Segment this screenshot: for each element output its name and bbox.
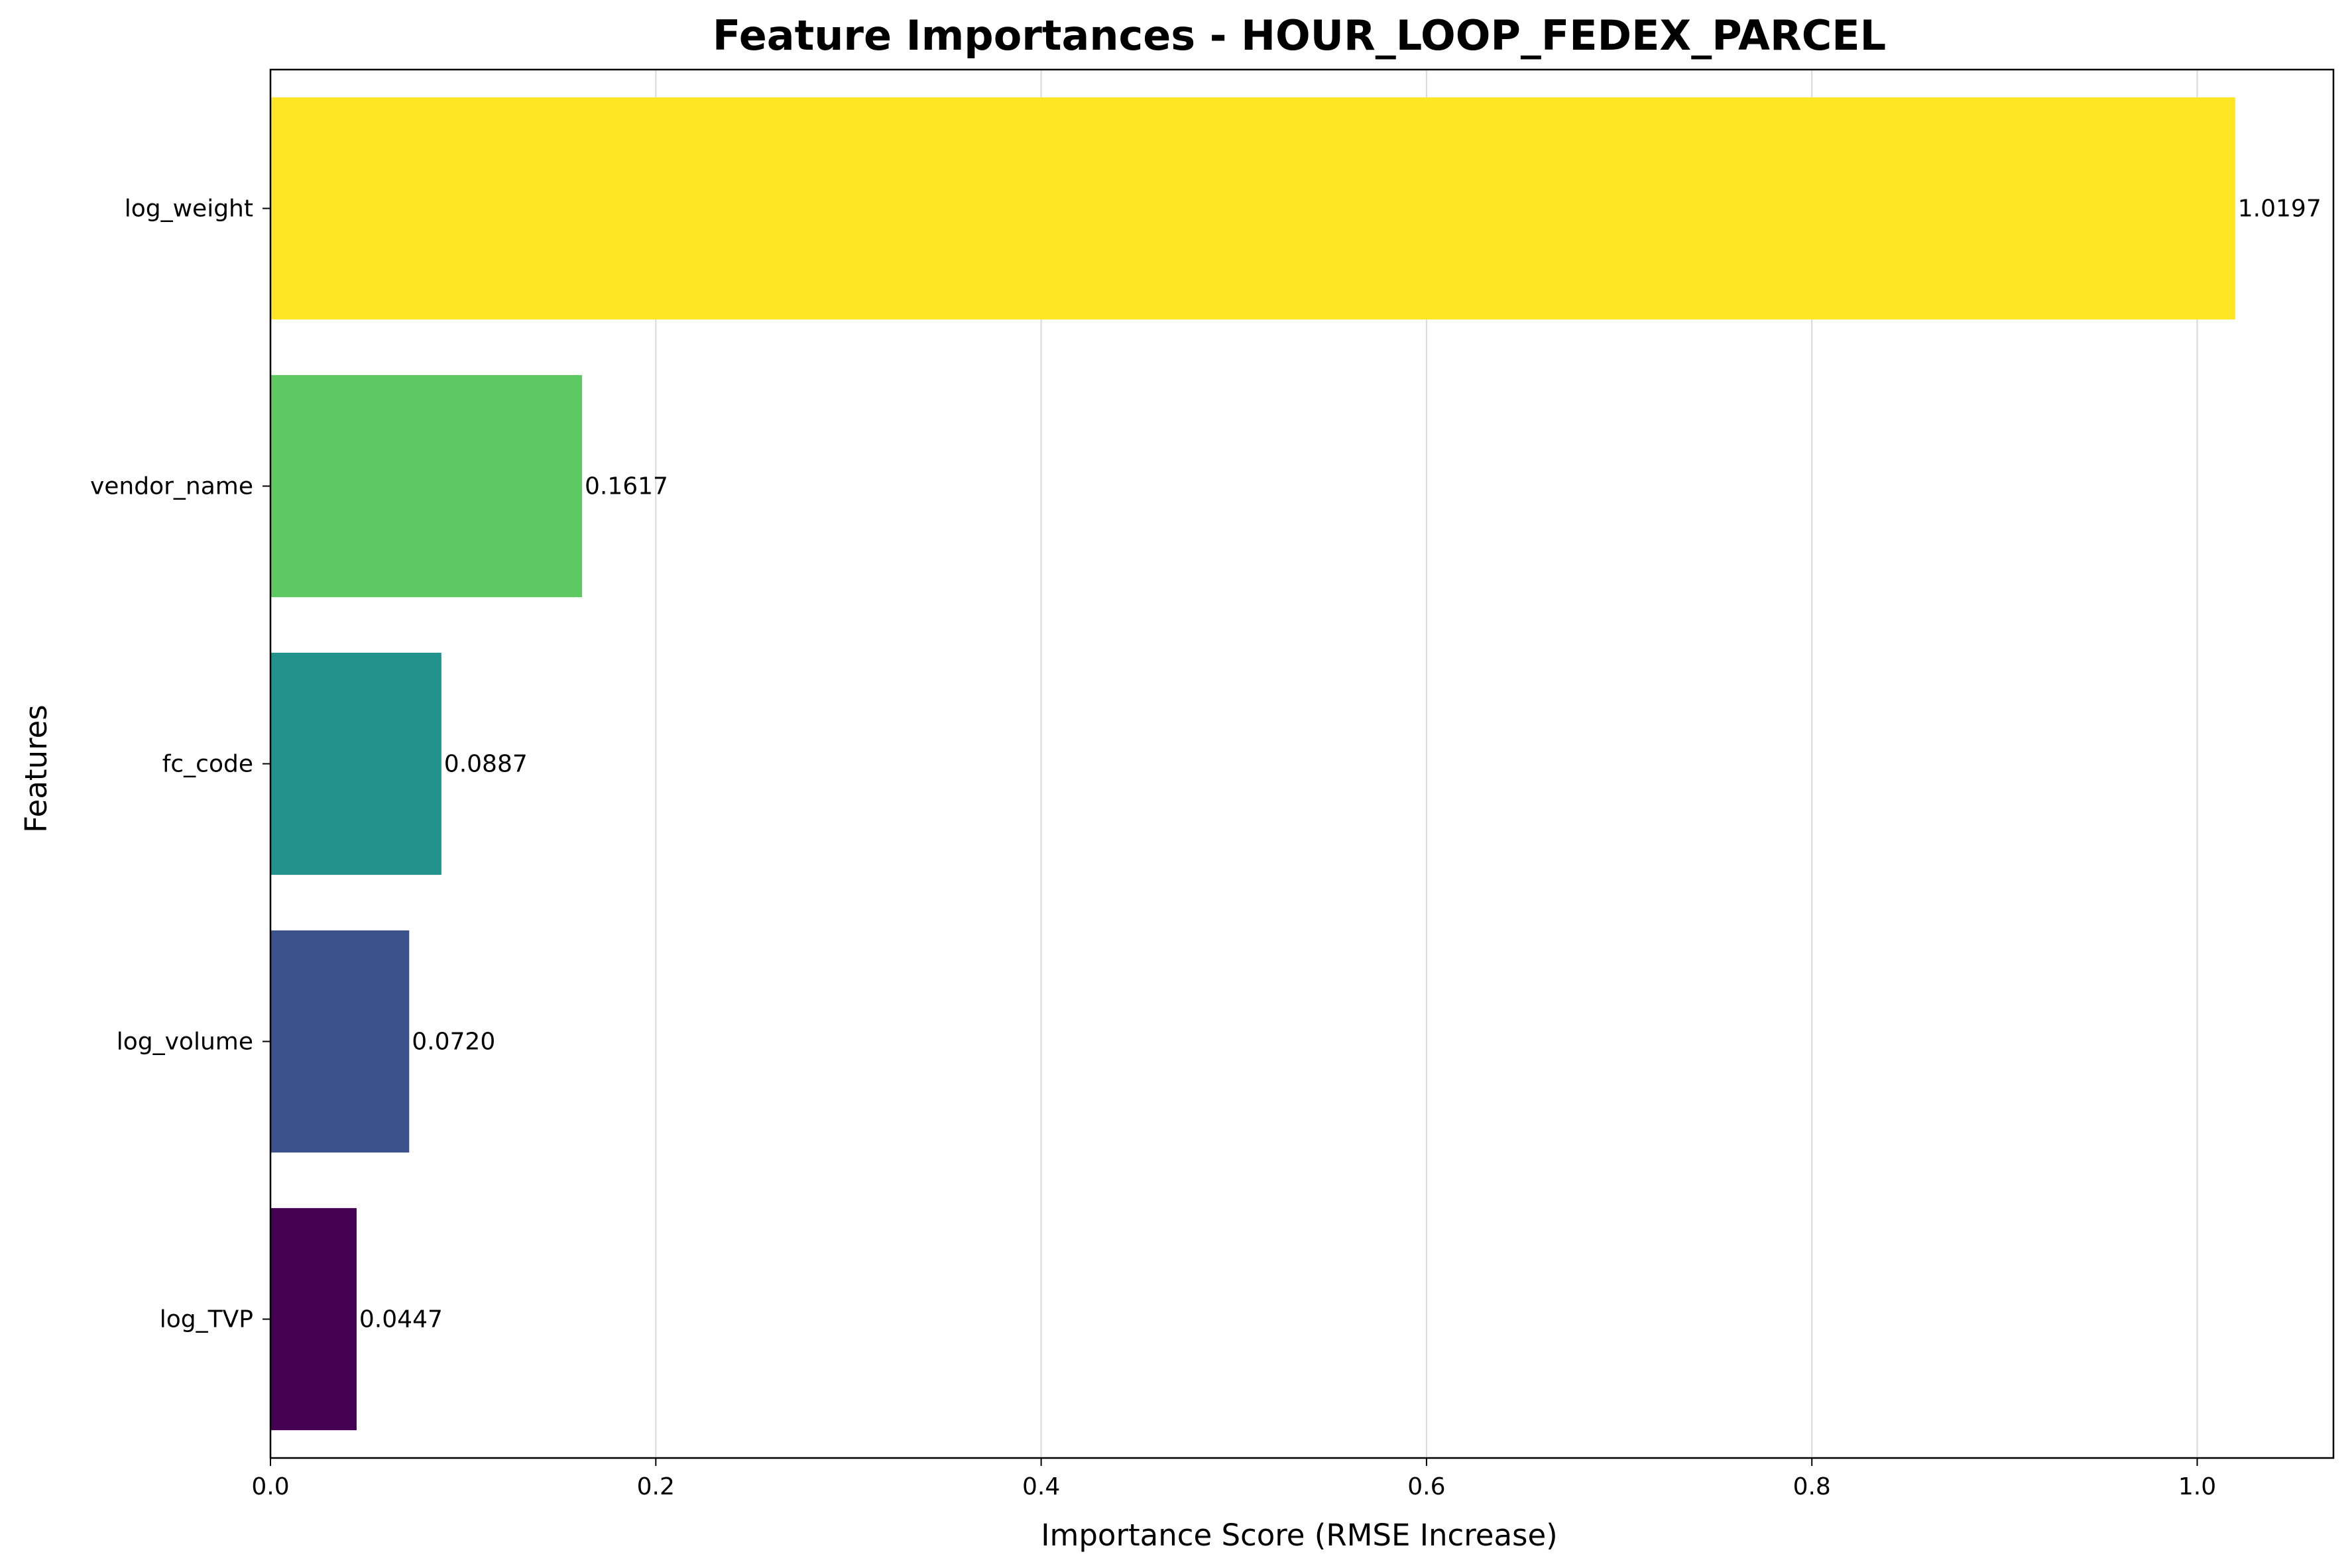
x-axis-ticks: 0.0 0.2 0.4 0.6 0.8 1.0 bbox=[251, 1458, 2216, 1500]
x-tick-label: 1.0 bbox=[2178, 1473, 2216, 1500]
x-tick-label: 0.0 bbox=[251, 1473, 289, 1500]
x-tick-label: 0.8 bbox=[1793, 1473, 1831, 1500]
x-tick-label: 0.4 bbox=[1022, 1473, 1060, 1500]
chart-title: Feature Importances - HOUR_LOOP_FEDEX_PA… bbox=[713, 11, 1886, 60]
bar-fc-code bbox=[270, 652, 441, 875]
bars bbox=[270, 97, 2235, 1431]
y-tick-label: log_weight bbox=[125, 196, 253, 223]
bar-log-volume bbox=[270, 930, 410, 1153]
y-tick-label: log_volume bbox=[117, 1029, 253, 1056]
y-tick-label: log_TVP bbox=[160, 1306, 253, 1333]
x-axis-title: Importance Score (RMSE Increase) bbox=[1041, 1518, 1557, 1553]
bar-value-label: 0.0887 bbox=[444, 751, 528, 778]
bar-value-label: 0.0447 bbox=[359, 1306, 443, 1333]
y-tick-label: fc_code bbox=[162, 751, 253, 778]
y-axis-ticks: log_weight vendor_name fc_code log_volumelo… bbox=[90, 196, 270, 1333]
x-tick-label: 0.2 bbox=[637, 1473, 675, 1500]
bar-value-label: 1.0197 bbox=[2238, 196, 2322, 223]
bar-value-labels: 1.0197 0.1617 0.0887 0.0720 0.0447 bbox=[359, 196, 2322, 1333]
bar-value-label: 0.0720 bbox=[412, 1029, 495, 1056]
y-axis-title: Features bbox=[19, 704, 54, 833]
x-tick-label: 0.6 bbox=[1407, 1473, 1445, 1500]
bar-log-TVP bbox=[270, 1207, 357, 1431]
y-tick-label: vendor_name bbox=[90, 473, 253, 500]
bar-log-weight bbox=[270, 97, 2235, 320]
bar-value-label: 0.1617 bbox=[585, 473, 668, 500]
bar-vendor-name bbox=[270, 374, 582, 598]
